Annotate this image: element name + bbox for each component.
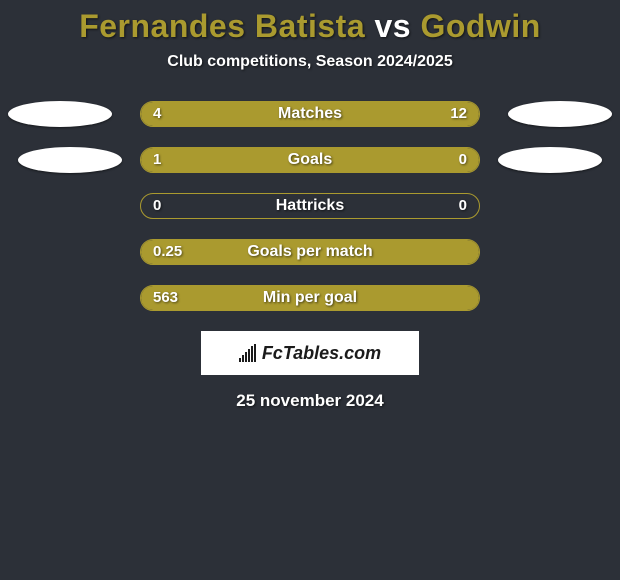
logo-bars-icon [239, 344, 256, 362]
chart-container: Fernandes Batista vs Godwin Club competi… [0, 0, 620, 411]
bar-label: Hattricks [141, 194, 479, 218]
bar-label: Matches [141, 102, 479, 126]
bar-track: 00Hattricks [140, 193, 480, 219]
bar-label: Goals per match [141, 240, 479, 264]
bar-track: 412Matches [140, 101, 480, 127]
chart-title: Fernandes Batista vs Godwin [0, 8, 620, 45]
player1-name: Fernandes Batista [79, 8, 365, 44]
bar-track: 0.25Goals per match [140, 239, 480, 265]
bar-track: 10Goals [140, 147, 480, 173]
avatar-left [8, 101, 112, 127]
bar-label: Goals [141, 148, 479, 172]
comparison-row: 00Hattricks [0, 193, 620, 219]
logo-text: FcTables.com [262, 343, 381, 364]
bar-label: Min per goal [141, 286, 479, 310]
avatar-right [498, 147, 602, 173]
logo-box: FcTables.com [201, 331, 419, 375]
avatar-right [508, 101, 612, 127]
chart-date: 25 november 2024 [0, 391, 620, 411]
player2-name: Godwin [420, 8, 540, 44]
bar-track: 563Min per goal [140, 285, 480, 311]
comparison-row: 0.25Goals per match [0, 239, 620, 265]
comparison-rows: 412Matches 10Goals 00Hattricks 0.25Goals pe… [0, 101, 620, 311]
comparison-row: 412Matches [0, 101, 620, 127]
vs-separator: vs [365, 8, 420, 44]
chart-subtitle: Club competitions, Season 2024/2025 [0, 53, 620, 71]
avatar-left [18, 147, 122, 173]
comparison-row: 10Goals [0, 147, 620, 173]
comparison-row: 563Min per goal [0, 285, 620, 311]
